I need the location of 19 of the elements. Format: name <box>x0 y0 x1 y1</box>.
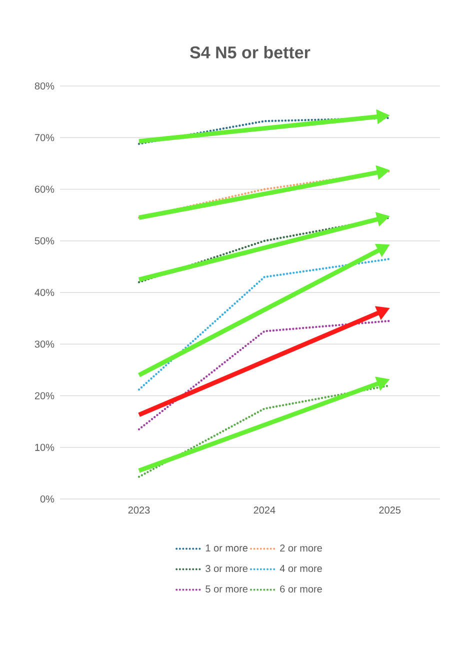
legend-label: 1 or more <box>206 544 248 552</box>
legend-label: 5 or more <box>206 586 248 592</box>
x-tick-label: 2025 <box>379 506 401 514</box>
chart-title: S4 N5 or better <box>190 46 310 58</box>
y-tick-label: 40% <box>34 288 54 296</box>
y-tick-label: 10% <box>35 444 54 451</box>
legend-label: 2 or more <box>280 544 322 552</box>
y-tick-label: 80% <box>34 82 54 90</box>
legend-label: 6 or more <box>280 585 322 593</box>
legend-label: 3 or more <box>206 564 248 572</box>
x-tick-label: 2024 <box>254 506 276 514</box>
y-tick-label: 60% <box>34 186 54 193</box>
y-tick-label: 0% <box>40 495 54 503</box>
y-tick-label: 70% <box>34 134 54 142</box>
legend-label: 4 or more <box>280 565 322 572</box>
y-tick-label: 20% <box>34 392 54 400</box>
y-tick-label: 30% <box>34 340 54 348</box>
x-tick-label: 2023 <box>128 506 150 514</box>
y-tick-label: 50% <box>34 237 54 244</box>
